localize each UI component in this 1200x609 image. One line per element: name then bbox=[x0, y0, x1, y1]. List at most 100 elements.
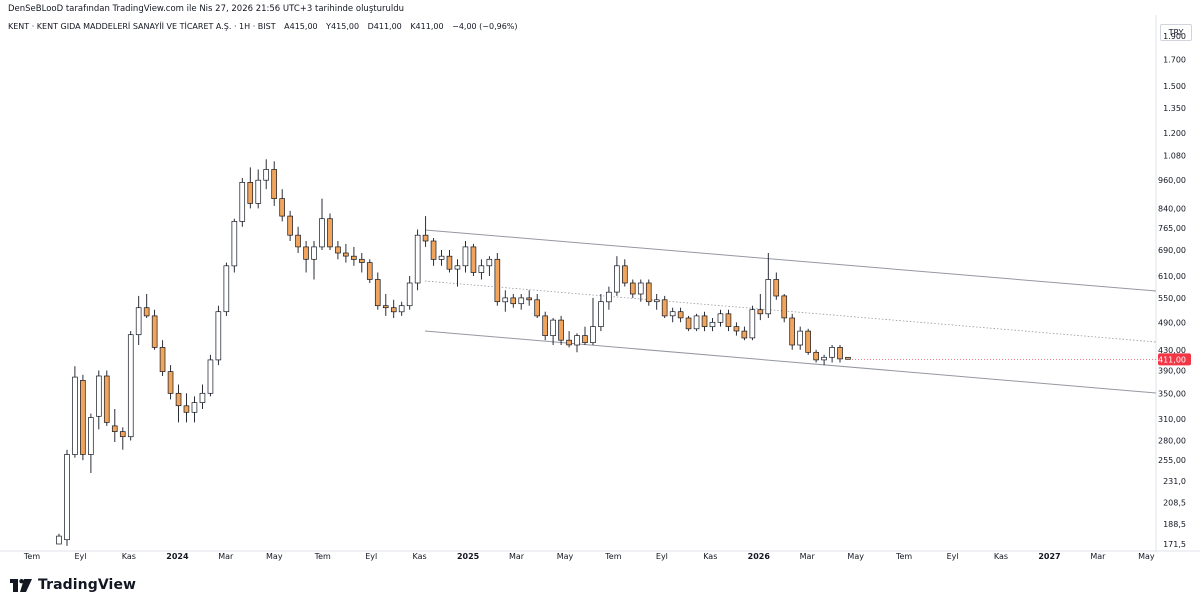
candle[interactable] bbox=[789, 313, 795, 350]
candle[interactable] bbox=[351, 246, 357, 266]
candle[interactable] bbox=[239, 178, 246, 227]
candle[interactable] bbox=[685, 315, 692, 332]
candle[interactable] bbox=[374, 272, 381, 310]
candle[interactable] bbox=[111, 409, 118, 442]
candle[interactable] bbox=[781, 294, 788, 323]
candle[interactable] bbox=[470, 243, 477, 276]
candle[interactable] bbox=[175, 384, 182, 423]
candle[interactable] bbox=[526, 290, 532, 306]
candle[interactable] bbox=[151, 309, 158, 350]
candle[interactable] bbox=[159, 340, 166, 376]
candle[interactable] bbox=[837, 345, 843, 363]
candle[interactable] bbox=[669, 307, 676, 323]
candle[interactable] bbox=[406, 276, 413, 310]
currency-button[interactable]: TRY bbox=[1160, 24, 1192, 41]
candle[interactable] bbox=[191, 396, 198, 423]
candle[interactable] bbox=[590, 297, 596, 345]
candle[interactable] bbox=[494, 253, 501, 306]
candle[interactable] bbox=[749, 305, 756, 341]
candle[interactable] bbox=[96, 370, 102, 430]
candle[interactable] bbox=[765, 253, 772, 318]
candle[interactable] bbox=[446, 250, 453, 273]
tradingview-brand[interactable]: TradingView bbox=[10, 577, 136, 593]
candle[interactable] bbox=[430, 238, 437, 266]
candle[interactable] bbox=[566, 331, 572, 348]
symbol-title[interactable]: KENT · KENT GIDA MADDELERİ SANAYİİ VE Tİ… bbox=[8, 22, 276, 31]
candle[interactable] bbox=[335, 241, 341, 260]
candle[interactable] bbox=[143, 294, 150, 318]
candle[interactable] bbox=[709, 318, 716, 332]
candle[interactable] bbox=[295, 226, 301, 253]
candle[interactable] bbox=[542, 311, 548, 341]
candle[interactable] bbox=[693, 313, 700, 332]
candle[interactable] bbox=[88, 413, 94, 473]
candle[interactable] bbox=[574, 333, 580, 353]
candle[interactable] bbox=[303, 241, 309, 273]
candle[interactable] bbox=[701, 311, 708, 332]
candle[interactable] bbox=[797, 326, 803, 350]
candle[interactable] bbox=[327, 213, 333, 251]
candle[interactable] bbox=[279, 189, 285, 222]
candle[interactable] bbox=[813, 349, 819, 363]
candle[interactable] bbox=[271, 161, 277, 206]
channel-upper-line[interactable] bbox=[424, 229, 1157, 292]
candle[interactable] bbox=[223, 262, 230, 316]
candle[interactable] bbox=[80, 374, 86, 461]
candle[interactable] bbox=[518, 294, 525, 310]
candle[interactable] bbox=[319, 198, 325, 250]
candle[interactable] bbox=[502, 290, 509, 312]
candle[interactable] bbox=[366, 259, 373, 283]
candle[interactable] bbox=[454, 259, 461, 287]
candle[interactable] bbox=[311, 241, 317, 280]
candle[interactable] bbox=[845, 356, 851, 360]
candle[interactable] bbox=[805, 328, 811, 355]
candle[interactable] bbox=[135, 295, 142, 345]
candle[interactable] bbox=[598, 294, 604, 332]
candle[interactable] bbox=[263, 159, 269, 190]
candle[interactable] bbox=[64, 449, 70, 546]
candle[interactable] bbox=[741, 326, 748, 341]
candle[interactable] bbox=[733, 322, 740, 336]
candle[interactable] bbox=[215, 305, 222, 366]
regression-channel[interactable] bbox=[424, 229, 1157, 394]
candle[interactable] bbox=[398, 301, 405, 316]
candle[interactable] bbox=[558, 315, 564, 345]
candle[interactable] bbox=[414, 229, 421, 291]
candle[interactable] bbox=[582, 326, 588, 345]
candle[interactable] bbox=[661, 295, 668, 318]
candle[interactable] bbox=[717, 309, 724, 327]
candle[interactable] bbox=[255, 169, 262, 209]
candle[interactable] bbox=[757, 294, 764, 321]
channel-lower-line[interactable] bbox=[424, 330, 1157, 394]
candle[interactable] bbox=[637, 279, 644, 302]
candle[interactable] bbox=[183, 393, 190, 423]
candle[interactable] bbox=[56, 533, 62, 545]
candle[interactable] bbox=[606, 286, 612, 310]
time-axis[interactable]: Tem Eyl Kas 2024 Mar May Tem Eyl Kas 2025 Mar May Te… bbox=[23, 552, 1155, 561]
candle[interactable] bbox=[614, 256, 620, 296]
candle[interactable] bbox=[422, 216, 429, 247]
candle[interactable] bbox=[486, 256, 493, 276]
candle[interactable] bbox=[773, 272, 780, 300]
candle[interactable] bbox=[829, 345, 835, 363]
candle[interactable] bbox=[550, 318, 556, 345]
candle[interactable] bbox=[382, 294, 389, 316]
candle[interactable] bbox=[629, 279, 636, 298]
candle[interactable] bbox=[462, 241, 469, 273]
candle[interactable] bbox=[821, 354, 827, 366]
candle[interactable] bbox=[247, 167, 254, 209]
candle[interactable] bbox=[622, 259, 628, 287]
candle[interactable] bbox=[677, 307, 684, 323]
candle[interactable] bbox=[127, 331, 134, 441]
candle[interactable] bbox=[167, 365, 174, 400]
candle[interactable] bbox=[390, 299, 397, 318]
price-axis[interactable]: 1.900 1.700 1.500 1.350 1.200 1.080 960,00 840,… bbox=[1158, 32, 1186, 549]
candle[interactable] bbox=[725, 309, 732, 332]
candle[interactable] bbox=[103, 370, 110, 426]
candle[interactable] bbox=[199, 384, 206, 410]
candle[interactable] bbox=[510, 294, 517, 308]
candle[interactable] bbox=[72, 366, 78, 458]
candle[interactable] bbox=[207, 354, 214, 397]
